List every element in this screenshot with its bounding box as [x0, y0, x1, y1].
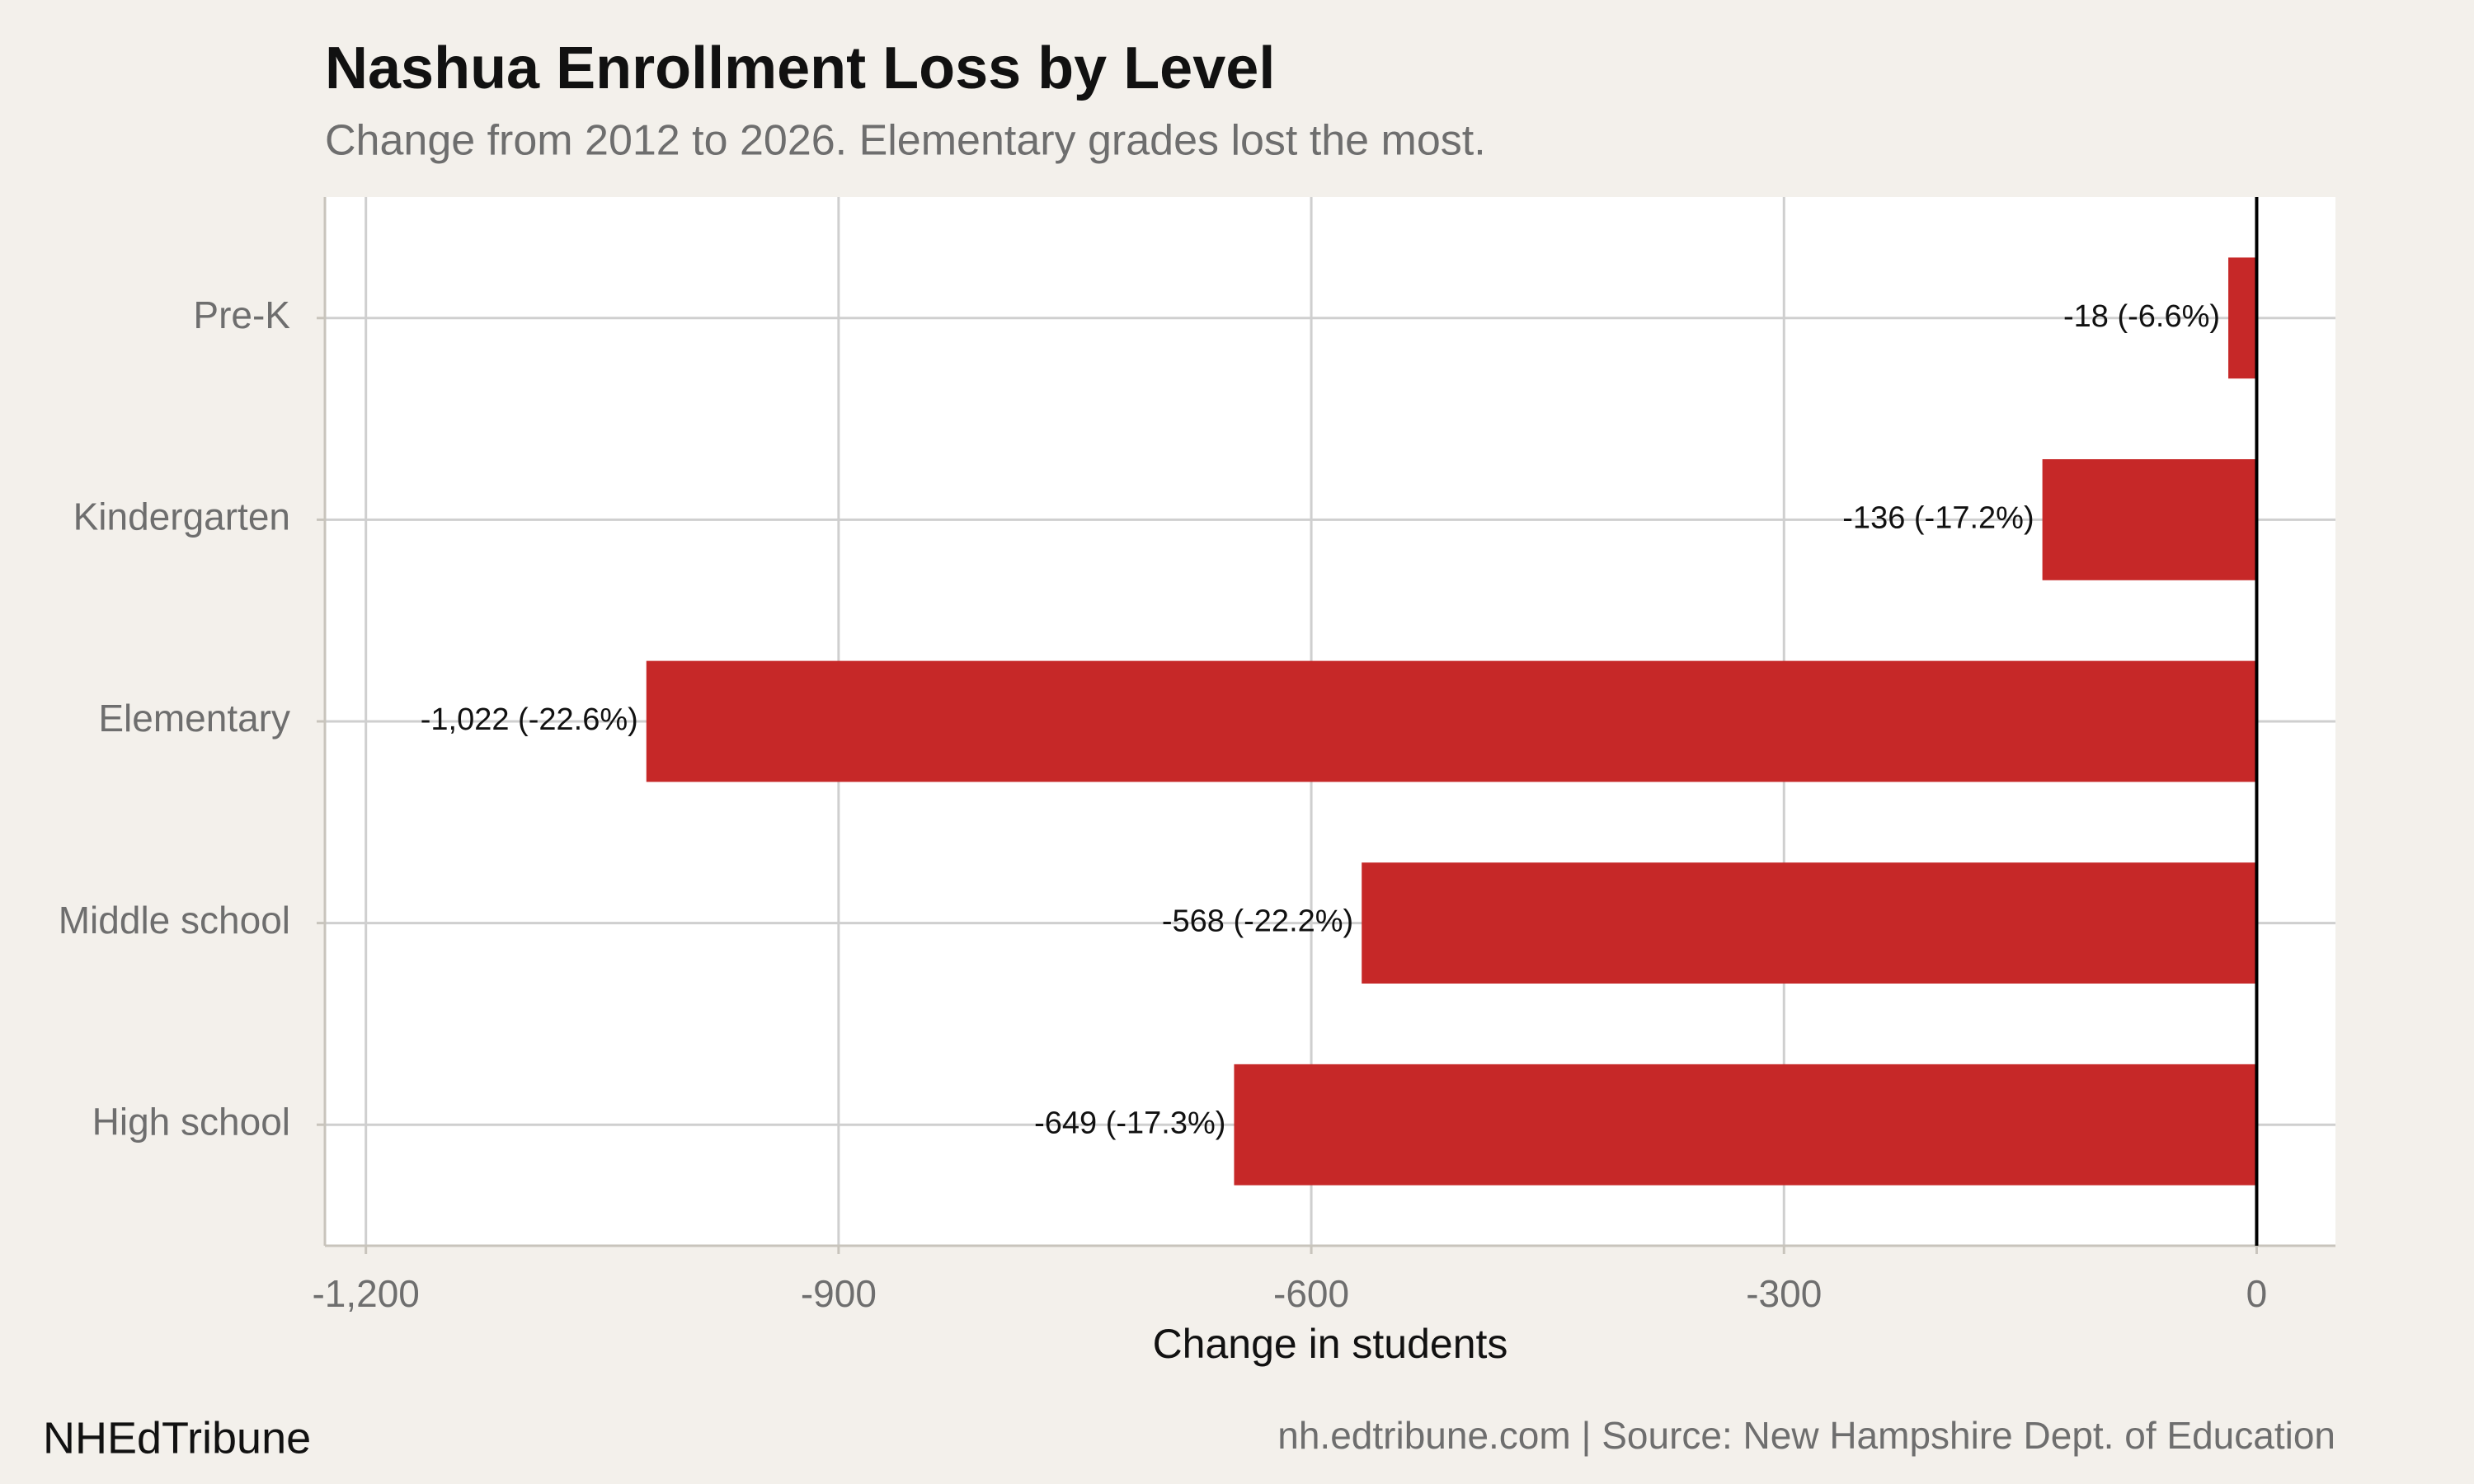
bar — [2042, 459, 2257, 580]
y-tick-label: Elementary — [98, 697, 290, 740]
marks-layer: -18 (-6.6%) -136 (-17.2%) -1,022 (-22.6%) -… — [421, 257, 2257, 1186]
y-tick-label: Pre-K — [193, 294, 290, 336]
value-label: -1,022 (-22.6%) — [421, 702, 638, 737]
y-tick-label: Kindergarten — [73, 495, 290, 538]
bar — [2228, 257, 2257, 379]
x-tick-label: -900 — [801, 1272, 877, 1315]
chart-subtitle: Change from 2012 to 2026. Elementary gra… — [325, 117, 1486, 165]
bar — [1234, 1064, 2257, 1186]
bar — [1362, 862, 2257, 984]
y-tick-label: Middle school — [59, 899, 290, 942]
bar — [646, 660, 2257, 782]
x-tick-label: -1,200 — [312, 1272, 419, 1315]
x-tick-label: -300 — [1746, 1272, 1822, 1315]
brand: NHEdTribune — [43, 1413, 311, 1463]
source-note: nh.edtribune.com | Source: New Hampshire… — [1277, 1414, 2335, 1457]
value-label: -136 (-17.2%) — [1842, 500, 2034, 535]
x-tick-label: -600 — [1273, 1272, 1349, 1315]
x-tick-label: 0 — [2246, 1272, 2268, 1315]
value-label: -18 (-6.6%) — [2063, 299, 2220, 334]
y-tick-label: High school — [92, 1100, 290, 1143]
chart-title: Nashua Enrollment Loss by Level — [325, 35, 1275, 101]
value-label: -649 (-17.3%) — [1034, 1106, 1225, 1140]
x-axis-title: Change in students — [1153, 1321, 1508, 1367]
value-label: -568 (-22.2%) — [1162, 904, 1353, 939]
